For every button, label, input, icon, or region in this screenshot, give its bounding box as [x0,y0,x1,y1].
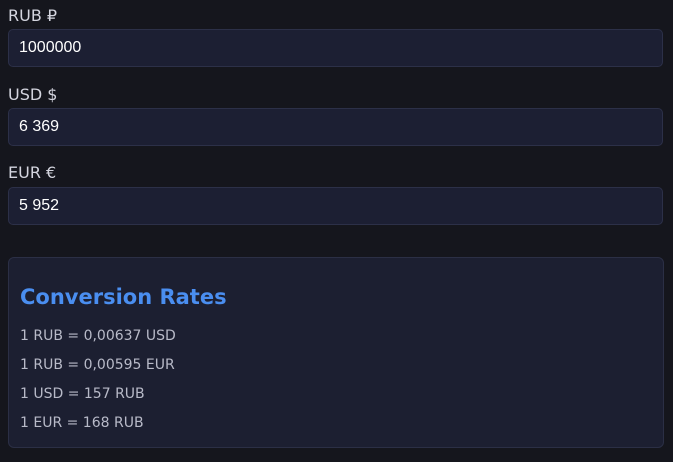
rate-line: 1 USD = 157 RUB [20,386,145,402]
usd-input[interactable] [8,108,663,146]
rate-line: 1 RUB = 0,00637 USD [20,328,176,344]
rub-label: RUB ₽ [8,6,58,25]
conversion-rates-title: Conversion Rates [20,285,227,309]
rate-line: 1 RUB = 0,00595 EUR [20,357,175,373]
rub-input[interactable] [8,29,663,67]
usd-label: USD $ [8,85,58,104]
conversion-rates-card: Conversion Rates 1 RUB = 0,00637 USD 1 R… [8,257,664,448]
eur-input[interactable] [8,187,663,225]
rate-line: 1 EUR = 168 RUB [20,415,144,431]
eur-label: EUR € [8,163,57,182]
